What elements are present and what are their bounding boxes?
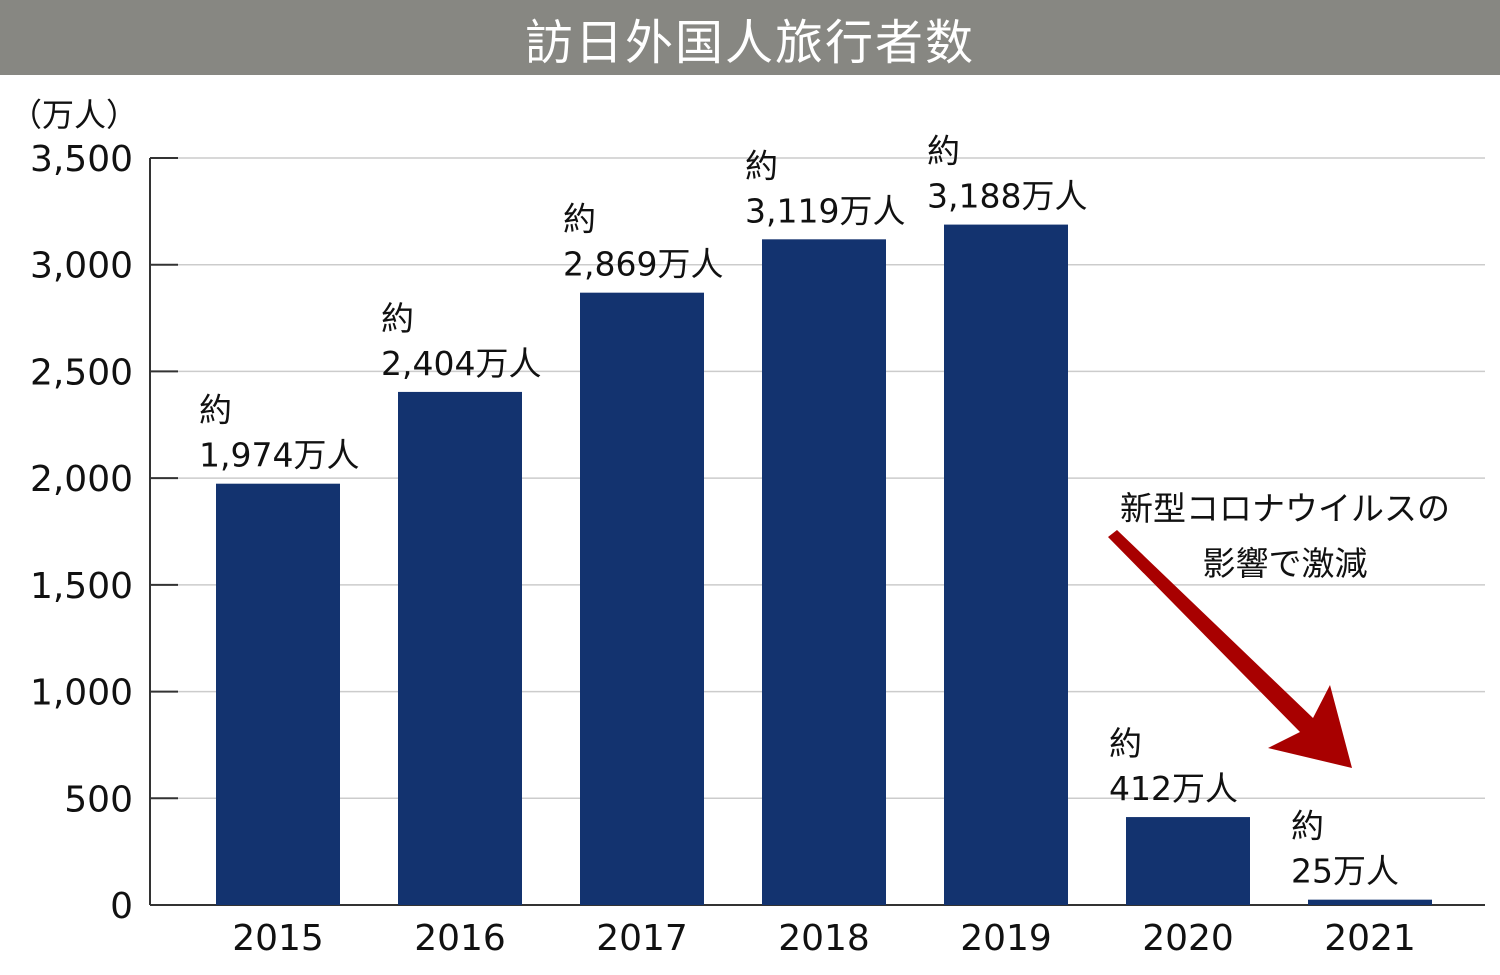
y-tick-label-1500: 1,500	[30, 566, 133, 607]
annotation-line-1: 新型コロナウイルスの	[1120, 489, 1450, 528]
data-label-2017: 2,869万人	[563, 245, 723, 284]
y-tick-label-500: 500	[64, 779, 133, 820]
annotation-line-2: 影響で激減	[1203, 544, 1368, 583]
data-label-2021: 25万人	[1291, 852, 1399, 891]
chart-title: 訪日外国人旅行者数	[524, 14, 975, 71]
x-tick-label-2018: 2018	[778, 918, 870, 959]
data-label-2018: 3,119万人	[745, 191, 905, 230]
y-tick-label-3000: 3,000	[30, 246, 133, 287]
x-tick-label-2016: 2016	[414, 918, 506, 959]
x-tick-label-2017: 2017	[596, 918, 688, 959]
data-label-2020: 412万人	[1109, 769, 1238, 808]
data-label-prefix-2016: 約	[381, 299, 414, 338]
data-label-2015: 1,974万人	[199, 436, 359, 475]
data-label-2016: 2,404万人	[381, 344, 541, 383]
data-label-prefix-2018: 約	[745, 146, 778, 185]
bar-2017	[580, 292, 704, 905]
data-label-prefix-2019: 約	[927, 132, 960, 171]
data-label-2019: 3,188万人	[927, 177, 1087, 216]
data-label-prefix-2015: 約	[199, 391, 232, 430]
bar-2021	[1308, 899, 1432, 905]
x-tick-label-2021: 2021	[1324, 918, 1416, 959]
bar-2015	[216, 483, 340, 905]
y-tick-label-2500: 2,500	[30, 352, 133, 393]
chart-title-bar: 訪日外国人旅行者数	[0, 0, 1500, 75]
y-tick-label-2000: 2,000	[30, 459, 133, 500]
bar-2016	[398, 391, 522, 905]
bar-2019	[944, 224, 1068, 905]
x-tick-label-2019: 2019	[960, 918, 1052, 959]
data-label-prefix-2020: 約	[1109, 724, 1142, 763]
x-tick-label-2015: 2015	[232, 918, 324, 959]
bar-2018	[762, 239, 886, 905]
y-tick-label-3500: 3,500	[30, 139, 133, 180]
y-axis-unit-label: （万人）	[10, 96, 138, 134]
x-tick-label-2020: 2020	[1142, 918, 1234, 959]
data-label-prefix-2017: 約	[563, 200, 596, 239]
bar-2020	[1126, 817, 1250, 905]
data-label-prefix-2021: 約	[1291, 807, 1324, 846]
y-tick-label-1000: 1,000	[30, 673, 133, 714]
y-tick-label-0: 0	[110, 886, 133, 927]
decline-arrow	[1108, 530, 1352, 768]
